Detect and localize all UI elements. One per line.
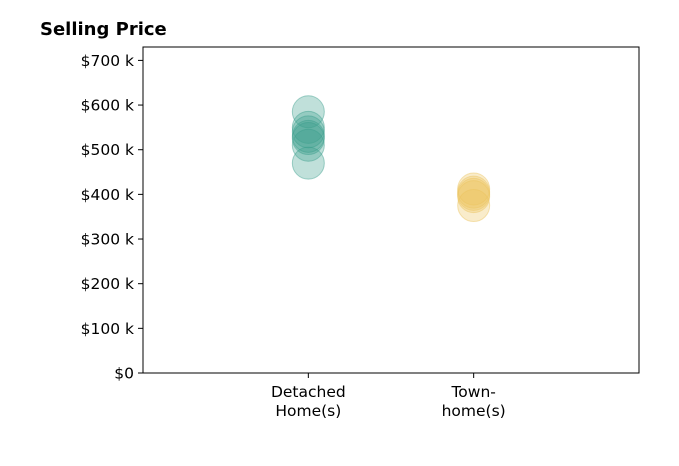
chart-title: Selling Price xyxy=(40,19,167,40)
plot-area-frame xyxy=(142,46,640,374)
y-tick-label: $500 k xyxy=(81,141,134,159)
data-point xyxy=(291,146,325,180)
data-point xyxy=(457,189,491,223)
points-layer xyxy=(291,95,491,223)
y-tick-label: $200 k xyxy=(81,275,134,293)
y-tick-label: $400 k xyxy=(81,186,134,204)
data-point xyxy=(457,175,491,209)
data-point xyxy=(291,110,325,144)
x-tick-label: home(s) xyxy=(442,402,506,420)
x-tick-label: Detached xyxy=(271,383,346,401)
y-tick-label: $0 xyxy=(114,365,134,383)
data-point xyxy=(457,177,491,211)
data-point xyxy=(291,122,325,156)
data-point xyxy=(457,172,491,206)
data-point xyxy=(291,95,325,129)
data-point xyxy=(291,115,325,149)
y-tick-label: $600 k xyxy=(81,97,134,115)
x-tick-label: Town- xyxy=(450,383,495,401)
x-tick-label: Home(s) xyxy=(275,402,341,420)
y-axis: $0 $100 k $200 k $300 k $400 k $500 k $600 k $7… xyxy=(81,52,143,383)
y-tick-label: $300 k xyxy=(81,231,134,249)
data-point xyxy=(291,128,325,162)
y-tick-label: $100 k xyxy=(81,320,134,338)
data-point xyxy=(457,180,491,214)
y-tick-label: $700 k xyxy=(81,52,134,70)
data-point xyxy=(291,119,325,153)
